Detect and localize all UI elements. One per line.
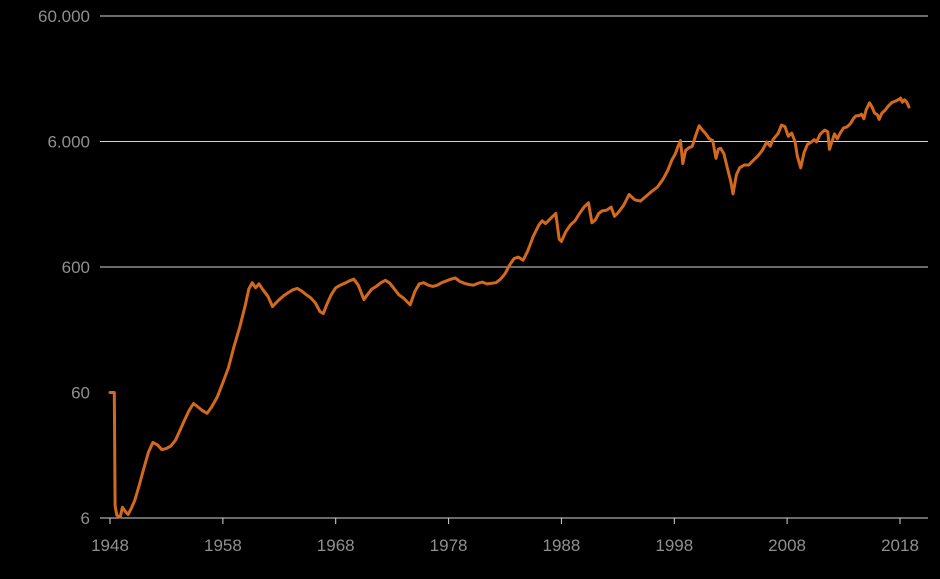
index-line-series (108, 96, 911, 519)
x-tick-label: 1958 (204, 536, 242, 555)
gridlines (100, 15, 928, 268)
y-tick-label: 60.000 (38, 7, 90, 26)
x-tick-label: 1948 (91, 536, 129, 555)
x-tick-label: 1978 (430, 536, 468, 555)
x-tick-label: 2008 (768, 536, 806, 555)
y-axis-labels: 60.000 6.000 600 60 6 (38, 7, 90, 528)
y-tick-label: 6 (81, 509, 90, 528)
x-tick-label: 2018 (881, 536, 919, 555)
y-tick-label: 60 (71, 384, 90, 403)
x-axis: 1948 1958 1968 1978 1988 1998 2008 2018 (91, 517, 928, 555)
y-tick-label: 6.000 (47, 133, 90, 152)
x-tick-label: 1988 (542, 536, 580, 555)
x-tick-label: 1968 (317, 536, 355, 555)
y-tick-label: 600 (62, 258, 90, 277)
x-tick-label: 1998 (655, 536, 693, 555)
